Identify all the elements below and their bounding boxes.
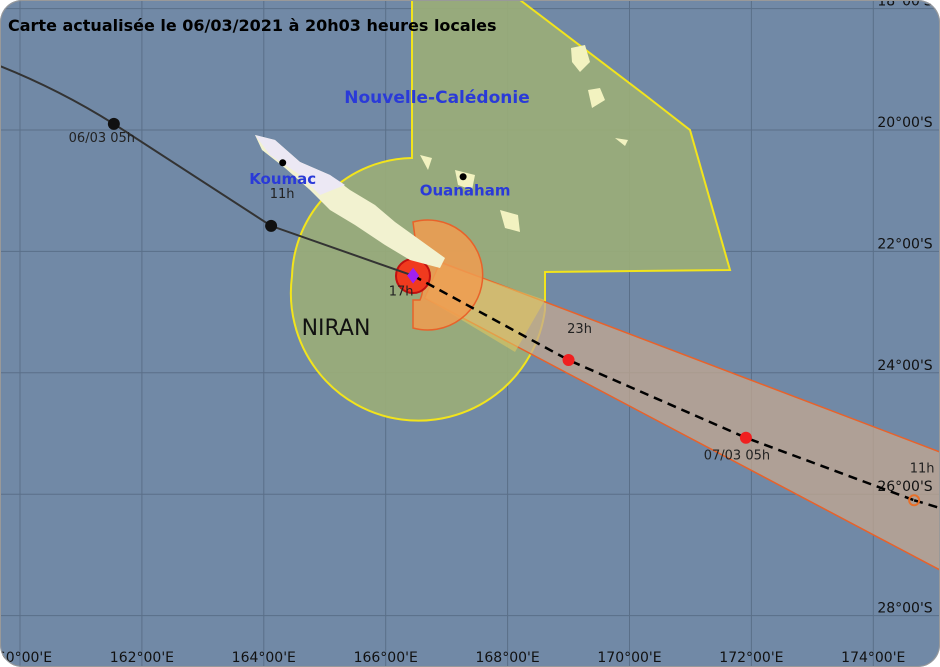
place-label: Ouanaham xyxy=(420,182,511,200)
lon-label: 166°00'E xyxy=(354,650,418,666)
region-label: Nouvelle-Calédonie xyxy=(344,88,529,108)
track-point xyxy=(107,117,120,130)
lat-label: 26°00'S xyxy=(877,479,932,495)
lat-label: 22°00'S xyxy=(877,236,932,252)
lat-label: 24°00'S xyxy=(877,358,932,374)
island xyxy=(255,135,345,195)
lat-label: 20°00'S xyxy=(877,115,932,131)
cyclone-name: NIRAN xyxy=(302,316,371,341)
track-forecast xyxy=(412,274,915,502)
track-point xyxy=(265,219,278,232)
lon-label: 170°00'E xyxy=(597,650,661,666)
track-label: 17h xyxy=(389,285,414,300)
track-label: 06/03 05h xyxy=(69,131,135,146)
lon-label: 168°00'E xyxy=(475,650,539,666)
track-label: 07/03 05h xyxy=(704,449,770,464)
lon-label: 172°00'E xyxy=(719,650,783,666)
lon-label: 174°00'E xyxy=(841,650,905,666)
place-dot xyxy=(279,159,287,167)
place-label: Koumac xyxy=(249,170,316,188)
track-point xyxy=(407,267,420,284)
lat-label: 18°00'S xyxy=(877,0,932,10)
track-label: 23h xyxy=(567,322,592,337)
place-dot xyxy=(459,173,467,181)
track-point xyxy=(908,494,921,507)
lon-label: 164°00'E xyxy=(232,650,296,666)
islands xyxy=(255,45,628,268)
track-label: 11h xyxy=(910,461,935,476)
map-title: Carte actualisée le 06/03/2021 à 20h03 h… xyxy=(8,16,497,35)
island xyxy=(420,45,628,232)
lon-label: 162°00'E xyxy=(110,650,174,666)
lat-label: 28°00'S xyxy=(877,601,932,617)
lon-label: 160°00'E xyxy=(0,650,52,666)
track-label: 11h xyxy=(270,187,295,202)
track-point xyxy=(739,431,752,444)
track-past-extension xyxy=(0,65,115,125)
track-point xyxy=(562,354,575,367)
